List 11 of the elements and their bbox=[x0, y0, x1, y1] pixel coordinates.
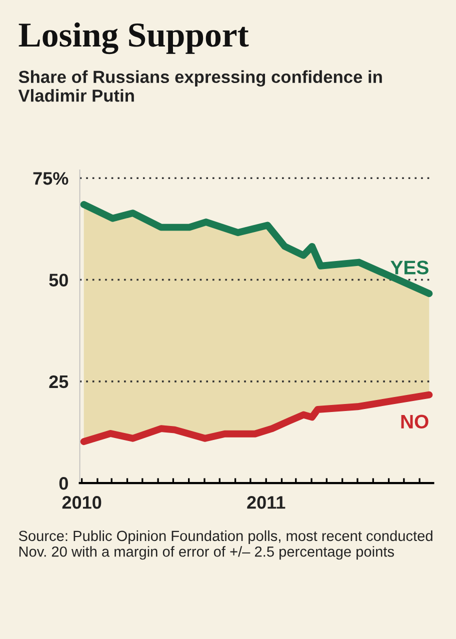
x-tick-label: 2010 bbox=[62, 496, 102, 509]
series-label: YES bbox=[390, 260, 428, 274]
y-tick-label: 0 bbox=[59, 477, 68, 490]
chart-title: Losing Support bbox=[18, 22, 249, 54]
series-label: NO bbox=[401, 414, 428, 429]
y-tick-label: 50 bbox=[49, 274, 68, 286]
chart-subtitle: Share of Russians expressing confidence in Vladimir Putin bbox=[18, 70, 382, 102]
y-tick-label: 25 bbox=[49, 375, 68, 388]
x-tick-label: 2011 bbox=[247, 496, 286, 509]
y-tick-label: 75% bbox=[33, 172, 68, 185]
source-note: Source: Public Opinion Foundation polls, most recent conducted Nov. 20 with a margin of error of +/– 2.5 percentage points bbox=[18, 530, 432, 560]
